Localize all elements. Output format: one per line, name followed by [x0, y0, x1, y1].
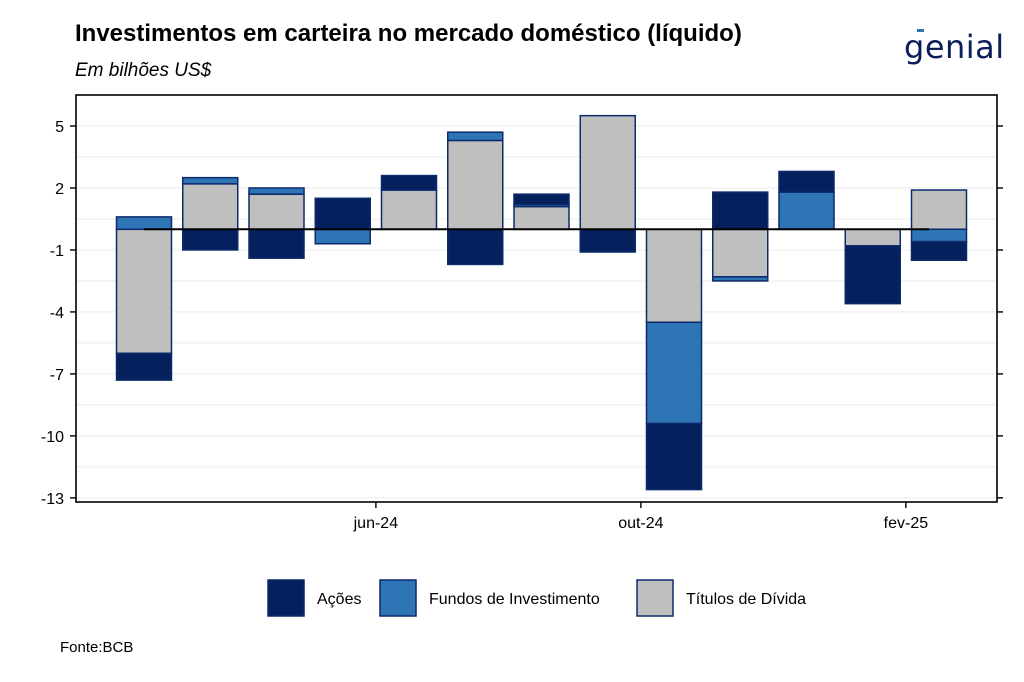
bar-fundos — [778, 191, 835, 231]
bar-titulos — [579, 114, 636, 231]
chart-subtitle: Em bilhões US$ — [75, 60, 212, 81]
legend-label-titulos: Títulos de Dívida — [686, 591, 806, 608]
bar-fundos — [712, 276, 769, 282]
source-note: Fonte:BCB — [60, 639, 134, 656]
bar-acoes — [844, 245, 901, 305]
bar-acoes — [910, 240, 968, 262]
bar-fundos — [447, 131, 504, 142]
plot-border — [75, 94, 998, 503]
bar-acoes — [182, 228, 239, 251]
y-tick-label: -1 — [50, 243, 64, 260]
bar-fundos — [248, 187, 305, 195]
bar-titulos — [380, 189, 438, 231]
bar-fundos — [645, 321, 703, 425]
bar-acoes — [380, 174, 438, 191]
bar-acoes — [712, 191, 769, 231]
bar-titulos — [182, 183, 239, 231]
x-tick-label: jun-24 — [353, 515, 399, 532]
bar-fundos — [115, 216, 173, 231]
bar-acoes — [645, 422, 703, 491]
bar-titulos — [115, 228, 173, 354]
y-tick-label: -10 — [41, 429, 64, 446]
bar-acoes — [115, 352, 173, 381]
bar-acoes — [579, 228, 636, 253]
x-tick-label: fev-25 — [884, 515, 929, 532]
y-tick-label: 2 — [55, 181, 64, 198]
bar-fundos — [910, 228, 968, 243]
bar-acoes — [314, 197, 371, 231]
y-tick-label: -7 — [50, 367, 64, 384]
y-tick-label: -13 — [41, 491, 64, 508]
bar-titulos — [513, 205, 570, 231]
legend-label-acoes: Ações — [317, 591, 361, 608]
y-tick-label: -4 — [50, 305, 64, 322]
bar-titulos — [844, 228, 901, 247]
legend-swatch-acoes — [267, 579, 305, 617]
bar-titulos — [645, 228, 703, 324]
genial-logo: genial — [904, 28, 1005, 66]
y-tick-label: 5 — [55, 119, 64, 136]
bar-acoes — [513, 193, 570, 206]
legend-label-fundos: Fundos de Investimento — [429, 591, 600, 608]
bar-titulos — [447, 139, 504, 231]
bar-acoes — [447, 228, 504, 266]
bar-acoes — [248, 228, 305, 259]
bar-titulos — [248, 193, 305, 231]
bar-fundos — [182, 176, 239, 185]
legend-swatch-titulos — [636, 579, 674, 617]
bar-acoes — [778, 170, 835, 193]
logo-accent-mark — [917, 29, 924, 32]
chart-title: Investimentos em carteira no mercado dom… — [75, 20, 742, 47]
legend-swatch-fundos — [379, 579, 417, 617]
bar-titulos — [712, 228, 769, 278]
bar-fundos — [314, 228, 371, 245]
bar-titulos — [910, 189, 968, 231]
x-tick-label: out-24 — [618, 515, 663, 532]
